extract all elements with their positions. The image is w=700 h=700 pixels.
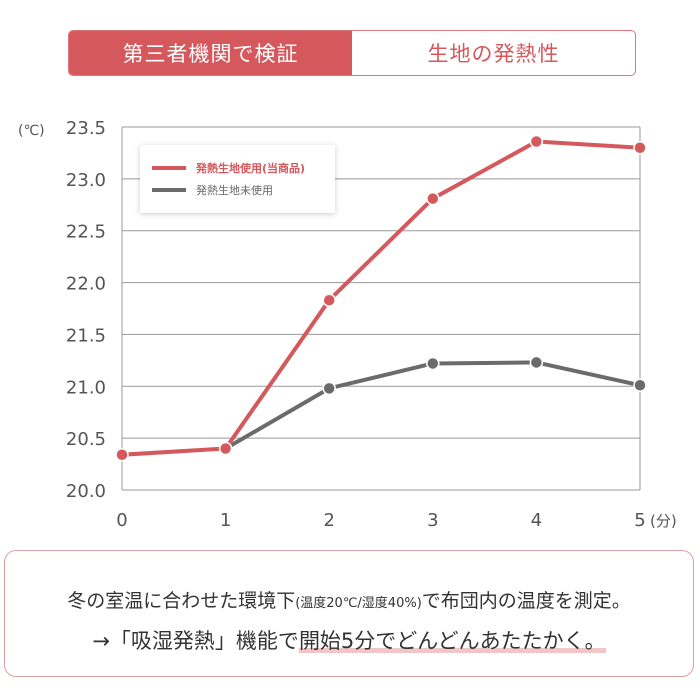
text: で布団内の温度を測定。 xyxy=(421,590,631,612)
data-point xyxy=(529,355,544,370)
text: 冬の室温に合わせた環境下 xyxy=(67,590,296,612)
highlight-text: 開始5分でどんどんあたたかく。 xyxy=(298,629,606,653)
tab-third-party-verification[interactable]: 第三者機関で検証 xyxy=(69,31,352,75)
y-tick-label: 21.0 xyxy=(66,377,106,398)
data-point xyxy=(426,191,440,206)
x-tick-label: 1 xyxy=(220,510,231,531)
series-line xyxy=(121,139,641,457)
line-chart: 20.0 20.5 21.0 21.5 22.0 22.5 23.0 23.5 0 1 2 3 4 5 (分… xyxy=(18,118,677,531)
x-axis-unit: (分) xyxy=(650,512,677,530)
conditions-text: (温度20℃/湿度40%) xyxy=(295,596,422,611)
y-axis-unit: (℃) xyxy=(18,123,45,139)
x-tick-label: 4 xyxy=(531,510,542,531)
y-tick-label: 23.0 xyxy=(66,170,106,191)
legend-box xyxy=(140,145,335,213)
x-tick-label: 2 xyxy=(323,510,334,531)
data-point xyxy=(322,293,336,307)
tab-bar: 第三者機関で検証 生地の発熱性 xyxy=(68,30,636,76)
data-point xyxy=(633,378,647,392)
y-tick-label: 20.5 xyxy=(66,429,106,450)
x-tick-label: 3 xyxy=(427,510,438,531)
data-point xyxy=(322,381,336,396)
data-point xyxy=(633,140,647,155)
text: →「吸湿発熱」機能で xyxy=(92,629,299,653)
data-point xyxy=(426,356,440,371)
data-point xyxy=(529,134,544,149)
description-line-2: →「吸湿発熱」機能で開始5分でどんどんあたたかく。 xyxy=(5,625,693,655)
y-tick-label: 22.0 xyxy=(66,274,106,295)
description-line-1: 冬の室温に合わせた環境下(温度20℃/湿度40%)で布団内の温度を測定。 xyxy=(5,586,693,613)
y-tick-label: 20.0 xyxy=(66,481,106,502)
y-tick-label: 22.5 xyxy=(66,222,106,243)
x-tick-label: 5 xyxy=(634,510,645,531)
description-box: 冬の室温に合わせた環境下(温度20℃/湿度40%)で布団内の温度を測定。 →「吸… xyxy=(4,550,694,677)
data-point xyxy=(218,441,233,456)
data-point xyxy=(115,447,129,462)
y-tick-label: 21.5 xyxy=(66,325,106,346)
legend-label: 発熱生地未使用 xyxy=(196,183,273,197)
series-line xyxy=(224,360,641,451)
y-tick-label: 23.5 xyxy=(66,118,106,139)
legend-label: 発熱生地使用(当商品) xyxy=(195,161,305,175)
tab-fabric-heat[interactable]: 生地の発熱性 xyxy=(427,42,560,66)
x-tick-label: 0 xyxy=(116,510,127,531)
